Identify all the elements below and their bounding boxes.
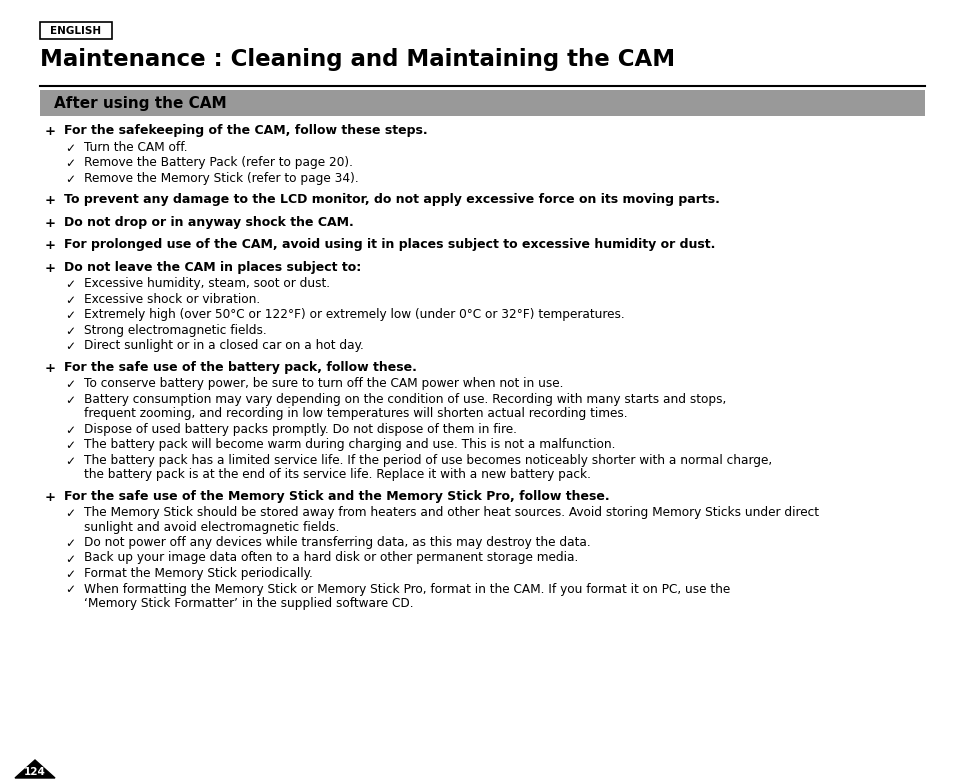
Text: ✓: ✓ bbox=[65, 172, 75, 185]
Text: Direct sunlight or in a closed car on a hot day.: Direct sunlight or in a closed car on a … bbox=[84, 339, 363, 352]
Text: ✓: ✓ bbox=[65, 507, 75, 520]
Text: ✓: ✓ bbox=[65, 278, 75, 291]
Text: Do not drop or in anyway shock the CAM.: Do not drop or in anyway shock the CAM. bbox=[64, 216, 354, 228]
Text: Turn the CAM off.: Turn the CAM off. bbox=[84, 140, 188, 153]
Text: +: + bbox=[45, 262, 55, 274]
Text: +: + bbox=[45, 194, 55, 207]
Text: The Memory Stick should be stored away from heaters and other heat sources. Avoi: The Memory Stick should be stored away f… bbox=[84, 506, 818, 519]
Text: ✓: ✓ bbox=[65, 424, 75, 436]
Text: Do not power off any devices while transferring data, as this may destroy the da: Do not power off any devices while trans… bbox=[84, 536, 590, 549]
Text: +: + bbox=[45, 217, 55, 230]
Polygon shape bbox=[15, 760, 55, 778]
Text: 124: 124 bbox=[24, 767, 46, 777]
Text: ✓: ✓ bbox=[65, 537, 75, 550]
Text: Excessive humidity, steam, soot or dust.: Excessive humidity, steam, soot or dust. bbox=[84, 277, 330, 290]
Bar bbox=[40, 90, 924, 116]
Text: Format the Memory Stick periodically.: Format the Memory Stick periodically. bbox=[84, 567, 313, 580]
Text: For the safekeeping of the CAM, follow these steps.: For the safekeeping of the CAM, follow t… bbox=[64, 124, 427, 137]
Text: For the safe use of the battery pack, follow these.: For the safe use of the battery pack, fo… bbox=[64, 361, 416, 373]
Bar bbox=[40, 22, 112, 39]
Text: sunlight and avoid electromagnetic fields.: sunlight and avoid electromagnetic field… bbox=[84, 520, 339, 534]
Text: ✓: ✓ bbox=[65, 294, 75, 306]
Text: For prolonged use of the CAM, avoid using it in places subject to excessive humi: For prolonged use of the CAM, avoid usin… bbox=[64, 238, 715, 251]
Text: Excessive shock or vibration.: Excessive shock or vibration. bbox=[84, 292, 260, 305]
Text: ENGLISH: ENGLISH bbox=[51, 26, 101, 36]
Text: When formatting the Memory Stick or Memory Stick Pro, format in the CAM. If you : When formatting the Memory Stick or Memo… bbox=[84, 583, 729, 595]
Text: ✓: ✓ bbox=[65, 568, 75, 581]
Text: The battery pack will become warm during charging and use. This is not a malfunc: The battery pack will become warm during… bbox=[84, 438, 615, 451]
Text: Do not leave the CAM in places subject to:: Do not leave the CAM in places subject t… bbox=[64, 260, 361, 273]
Text: For the safe use of the Memory Stick and the Memory Stick Pro, follow these.: For the safe use of the Memory Stick and… bbox=[64, 489, 609, 502]
Text: ✓: ✓ bbox=[65, 439, 75, 452]
Text: the battery pack is at the end of its service life. Replace it with a new batter: the battery pack is at the end of its se… bbox=[84, 468, 590, 481]
Text: +: + bbox=[45, 361, 55, 375]
Text: ‘Memory Stick Formatter’ in the supplied software CD.: ‘Memory Stick Formatter’ in the supplied… bbox=[84, 597, 413, 610]
Text: Back up your image data often to a hard disk or other permanent storage media.: Back up your image data often to a hard … bbox=[84, 552, 578, 565]
Text: ✓: ✓ bbox=[65, 340, 75, 353]
Text: To conserve battery power, be sure to turn off the CAM power when not in use.: To conserve battery power, be sure to tu… bbox=[84, 377, 563, 390]
Text: Maintenance : Cleaning and Maintaining the CAM: Maintenance : Cleaning and Maintaining t… bbox=[40, 48, 675, 71]
Text: ✓: ✓ bbox=[65, 552, 75, 566]
Text: +: + bbox=[45, 491, 55, 503]
Text: ✓: ✓ bbox=[65, 378, 75, 391]
Text: The battery pack has a limited service life. If the period of use becomes notice: The battery pack has a limited service l… bbox=[84, 453, 771, 467]
Text: ✓: ✓ bbox=[65, 454, 75, 467]
Text: Strong electromagnetic fields.: Strong electromagnetic fields. bbox=[84, 323, 266, 337]
Text: ✓: ✓ bbox=[65, 583, 75, 597]
Text: frequent zooming, and recording in low temperatures will shorten actual recordin: frequent zooming, and recording in low t… bbox=[84, 407, 627, 420]
Text: ✓: ✓ bbox=[65, 142, 75, 154]
Text: To prevent any damage to the LCD monitor, do not apply excessive force on its mo: To prevent any damage to the LCD monitor… bbox=[64, 193, 720, 206]
Text: After using the CAM: After using the CAM bbox=[54, 96, 227, 111]
Text: Extremely high (over 50°C or 122°F) or extremely low (under 0°C or 32°F) tempera: Extremely high (over 50°C or 122°F) or e… bbox=[84, 308, 624, 321]
Text: Remove the Memory Stick (refer to page 34).: Remove the Memory Stick (refer to page 3… bbox=[84, 171, 358, 185]
Text: +: + bbox=[45, 125, 55, 138]
Text: ✓: ✓ bbox=[65, 325, 75, 337]
Text: ✓: ✓ bbox=[65, 393, 75, 407]
Text: +: + bbox=[45, 239, 55, 252]
Text: ✓: ✓ bbox=[65, 157, 75, 170]
Text: ✓: ✓ bbox=[65, 309, 75, 322]
Text: Battery consumption may vary depending on the condition of use. Recording with m: Battery consumption may vary depending o… bbox=[84, 393, 725, 406]
Text: Dispose of used battery packs promptly. Do not dispose of them in fire.: Dispose of used battery packs promptly. … bbox=[84, 422, 517, 435]
Text: Remove the Battery Pack (refer to page 20).: Remove the Battery Pack (refer to page 2… bbox=[84, 156, 353, 169]
